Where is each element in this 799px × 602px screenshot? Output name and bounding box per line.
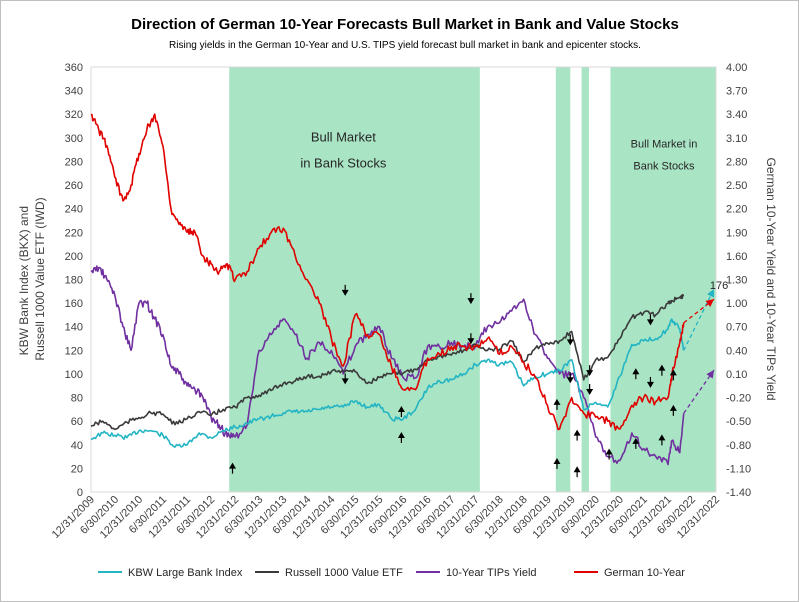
- y-tick-label: 240: [65, 204, 83, 216]
- y-tick-label: 160: [65, 298, 83, 310]
- y-axis-label-left: KBW Bank Index (BKX) and Russell 1000 Va…: [17, 197, 47, 360]
- y2-tick-label: 4.00: [726, 62, 747, 74]
- y-tick-label: 40: [71, 440, 83, 452]
- up-arrow-head: [229, 462, 237, 469]
- y-tick-label: 0: [77, 487, 83, 499]
- annotation-text: in Bank Stocks: [300, 155, 386, 170]
- down-arrow-head: [586, 389, 594, 396]
- y-tick-label: 260: [65, 180, 83, 192]
- y2-tick-label: 1.90: [726, 227, 747, 239]
- y-tick-label: 60: [71, 416, 83, 428]
- down-arrow-head: [646, 319, 654, 326]
- up-arrow-head: [573, 466, 581, 473]
- up-arrow-head: [397, 406, 405, 412]
- y-tick-label: 140: [65, 322, 83, 334]
- legend-label: German 10-Year: [604, 567, 685, 579]
- down-arrow-head: [467, 298, 475, 305]
- legend-label: KBW Large Bank Index: [128, 567, 243, 579]
- annotation-text: Bull Market in: [631, 138, 698, 150]
- y2-tick-label: 2.20: [726, 204, 747, 216]
- y-tick-label: 280: [65, 156, 83, 168]
- y-tick-label: 20: [71, 463, 83, 475]
- annotation-text: Bull Market: [311, 129, 376, 144]
- y-axis-label-line1: KBW Bank Index (BKX) and: [17, 206, 31, 355]
- y2-tick-label: 0.40: [726, 345, 747, 357]
- legend: KBW Large Bank Index Russell 1000 Value E…: [98, 567, 685, 579]
- down-arrow-head: [566, 339, 574, 346]
- chart-subtitle: Rising yields in the German 10-Year and …: [169, 40, 641, 51]
- up-arrow-head: [669, 369, 677, 376]
- series-layer: [90, 113, 685, 466]
- y-axis-left: 0 20 40 60 80 100 120 140 160 180 200 220 240 260 280 3…: [65, 62, 83, 499]
- y2-tick-label: 2.50: [726, 180, 747, 192]
- y2-tick-label: 3.40: [726, 109, 747, 121]
- series-line-russell-1000-value-etf: [90, 293, 685, 431]
- y-tick-label: 220: [65, 227, 83, 239]
- annotation-text: Bank Stocks: [633, 161, 695, 173]
- y-tick-label: 340: [65, 86, 83, 98]
- shaded-region-2: [581, 67, 589, 492]
- y-axis-label-line2: Russell 1000 Value ETF (IWD): [33, 197, 47, 360]
- annotation-layer: Bull Market in Bank Stocks Bull Market in B…: [300, 129, 728, 292]
- legend-label: 10-Year TIPs Yield: [446, 567, 537, 579]
- y2-tick-label: -0.20: [726, 393, 751, 405]
- y2-tick-label: -0.50: [726, 416, 751, 428]
- shaded-region-0: [229, 67, 480, 492]
- down-arrow-head: [646, 381, 654, 388]
- shaded-region-3: [610, 67, 716, 492]
- forecast-layer: [683, 288, 715, 414]
- bull-market-shading: [229, 67, 716, 492]
- y-tick-label: 300: [65, 133, 83, 145]
- y-axis-label-right: German 10-Year Yield and 10-Year TIPs Yi…: [764, 157, 778, 400]
- chart-title: Direction of German 10-Year Forecasts Bu…: [131, 16, 679, 33]
- y2-tick-label: 0.10: [726, 369, 747, 381]
- y2-tick-label: 1.60: [726, 251, 747, 263]
- y-tick-label: 320: [65, 109, 83, 121]
- y-tick-label: 80: [71, 393, 83, 405]
- up-arrow-head: [632, 437, 640, 444]
- y-tick-label: 120: [65, 345, 83, 357]
- y2-tick-label: 1.00: [726, 298, 747, 310]
- y2-tick-label: -1.10: [726, 463, 751, 475]
- up-arrow-head: [669, 404, 677, 411]
- y-tick-label: 360: [65, 62, 83, 74]
- marker-layer: [229, 284, 677, 478]
- shaded-region-1: [555, 67, 571, 492]
- up-arrow-head: [605, 448, 613, 455]
- down-arrow-head: [586, 370, 594, 377]
- legend-label: Russell 1000 Value ETF: [285, 567, 403, 579]
- up-arrow-head: [658, 434, 666, 441]
- y-tick-label: 180: [65, 275, 83, 287]
- y-tick-label: 200: [65, 251, 83, 263]
- y2-tick-label: -1.40: [726, 487, 751, 499]
- y2-tick-label: 3.10: [726, 133, 747, 145]
- down-arrow-head: [341, 289, 349, 296]
- y-tick-label: 100: [65, 369, 83, 381]
- forecast-arrow: [683, 369, 715, 414]
- up-arrow-head: [658, 364, 666, 371]
- annotation-text: 176: [710, 280, 728, 292]
- forecast-arrow: [683, 298, 715, 324]
- up-arrow-head: [573, 429, 581, 436]
- series-line-kbw-large-bank-index: [90, 318, 685, 448]
- y2-tick-label: 0.70: [726, 322, 747, 334]
- up-arrow-head: [397, 431, 405, 438]
- plot-area: [90, 66, 717, 493]
- down-arrow-head: [566, 377, 574, 384]
- y2-tick-label: 2.80: [726, 156, 747, 168]
- y2-tick-label: -0.80: [726, 440, 751, 452]
- y2-tick-label: 1.30: [726, 275, 747, 287]
- y-axis-right: -1.40 -1.10 -0.80 -0.50 -0.20 0.10 0.40 0.70 1.0…: [726, 62, 751, 499]
- down-arrow-head: [341, 378, 349, 385]
- series-line-german-10-year: [90, 113, 685, 431]
- x-axis: 12/31/20096/30/201012/31/20106/30/201112…: [50, 494, 722, 541]
- up-arrow-head: [553, 457, 561, 464]
- y2-tick-label: 3.70: [726, 86, 747, 98]
- down-arrow-head: [467, 338, 475, 345]
- up-arrow-head: [632, 368, 640, 375]
- up-arrow-head: [553, 398, 561, 405]
